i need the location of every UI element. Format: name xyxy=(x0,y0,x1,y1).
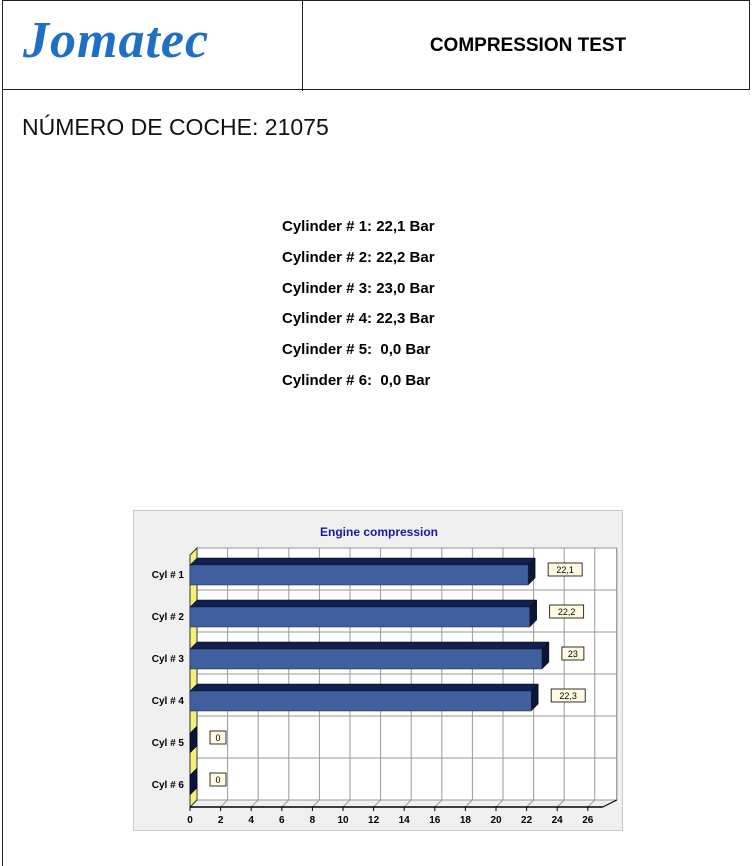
data-label: 22,1 xyxy=(556,565,574,575)
data-label: 22,3 xyxy=(559,691,577,701)
bar xyxy=(189,606,530,628)
cylinder-reading: Cylinder # 6: 0,0 Bar xyxy=(282,371,431,389)
gridline-floor xyxy=(587,799,596,808)
gridline-floor xyxy=(495,799,504,808)
x-tick-label: 22 xyxy=(521,815,533,826)
x-tick-label: 24 xyxy=(552,815,564,826)
cylinder-reading: Cylinder # 1: 22,1 Bar xyxy=(282,218,435,235)
left-border xyxy=(2,90,3,866)
data-label-box xyxy=(561,646,585,661)
gridline-floor xyxy=(220,799,228,808)
bar xyxy=(189,648,543,670)
data-label-box xyxy=(547,562,583,577)
cylinder-reading: Cylinder # 5: 0,0 Bar xyxy=(282,341,431,359)
x-tick-label: 10 xyxy=(337,815,349,826)
bar xyxy=(189,690,532,712)
x-tick-label: 20 xyxy=(490,815,502,826)
x-tick-label: 0 xyxy=(187,815,193,826)
car-number: NÚMERO DE COCHE: 21075 xyxy=(22,114,329,140)
report-title: COMPRESSION TEST xyxy=(429,35,627,56)
data-label-box xyxy=(209,772,227,787)
bar-side xyxy=(189,767,198,796)
gridline-floor xyxy=(281,799,290,808)
x-axis-edge xyxy=(602,799,618,808)
y-tick-label: Cyl # 1 xyxy=(152,570,185,581)
x-tick-label: 18 xyxy=(460,815,472,826)
x-tick-label: 6 xyxy=(279,815,285,826)
y-tick-label: Cyl # 2 xyxy=(152,612,185,623)
gridline-floor xyxy=(342,799,351,808)
y-tick-label: Cyl # 4 xyxy=(152,696,185,707)
gridline-floor xyxy=(465,799,473,808)
gridline-floor xyxy=(434,799,443,808)
gridline-floor xyxy=(373,799,381,808)
data-label-box xyxy=(550,688,586,703)
header-divider xyxy=(302,1,303,91)
data-label-box xyxy=(209,730,227,745)
cylinder-readings: Cylinder # 1: 22,1 Bar Cylinder # 2: 22,… xyxy=(282,217,435,402)
bar-top xyxy=(189,641,550,650)
y-tick-label: Cyl # 6 xyxy=(152,780,185,791)
data-label: 22,2 xyxy=(558,607,576,617)
gridline-floor xyxy=(312,799,320,808)
jomatec-logo: Jomatec xyxy=(23,12,210,69)
x-tick-label: 16 xyxy=(429,815,441,826)
report-header: Jomatec COMPRESSION TEST xyxy=(2,0,750,91)
cylinder-reading: Cylinder # 3: 23,0 Bar xyxy=(282,279,435,297)
axis-side-wall xyxy=(189,546,198,809)
bar-top xyxy=(189,557,536,566)
data-label-box xyxy=(549,604,585,619)
gridline-floor xyxy=(403,799,412,808)
data-label: 23 xyxy=(568,649,578,659)
gridline-floor xyxy=(250,799,259,808)
x-tick-label: 12 xyxy=(368,815,380,826)
data-label: 0 xyxy=(215,775,220,785)
gridline-floor xyxy=(526,799,534,808)
bar xyxy=(189,564,529,586)
x-tick-label: 2 xyxy=(218,815,224,826)
gridline-floor xyxy=(556,799,565,808)
bar-top xyxy=(189,683,539,692)
y-tick-label: Cyl # 5 xyxy=(152,738,185,749)
bar-side xyxy=(189,725,198,754)
x-tick-label: 26 xyxy=(582,815,594,826)
y-tick-label: Cyl # 3 xyxy=(152,654,185,665)
data-label: 0 xyxy=(215,733,220,743)
chart-title: Engine compression xyxy=(320,525,438,539)
x-tick-label: 4 xyxy=(248,815,254,826)
x-tick-label: 8 xyxy=(310,815,316,826)
bar-top xyxy=(189,599,538,608)
x-tick-label: 14 xyxy=(399,815,411,826)
cylinder-reading: Cylinder # 4: 22,3 Bar xyxy=(282,310,435,328)
cylinder-reading: Cylinder # 2: 22,2 Bar xyxy=(282,248,435,266)
